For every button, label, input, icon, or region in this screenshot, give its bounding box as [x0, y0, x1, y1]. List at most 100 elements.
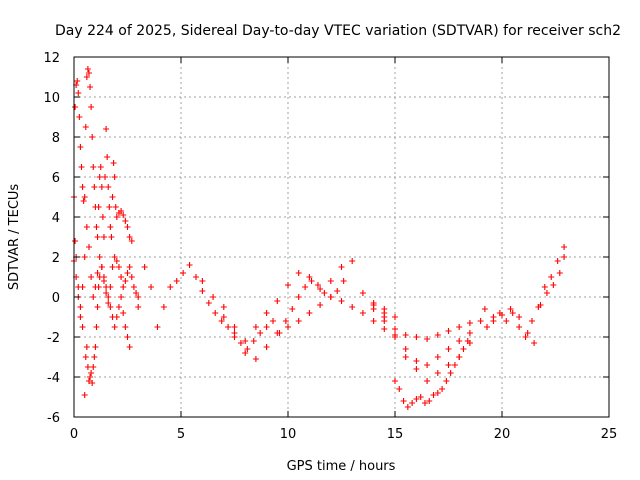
data-point — [295, 318, 302, 324]
data-point — [402, 332, 409, 338]
data-point — [349, 304, 356, 310]
x-tick-label: 15 — [387, 427, 404, 442]
data-point — [105, 184, 112, 190]
y-tick-label: -6 — [47, 411, 60, 426]
data-point — [404, 404, 411, 410]
series-early-high-spikes — [71, 66, 135, 244]
data-point — [122, 324, 129, 330]
data-point — [88, 104, 95, 110]
data-point — [79, 284, 86, 290]
data-point — [349, 258, 356, 264]
data-point — [124, 270, 131, 276]
x-tick-label: 10 — [280, 427, 297, 442]
data-point — [81, 194, 88, 200]
data-point — [252, 324, 259, 330]
data-point — [447, 370, 454, 376]
x-tick-label: 0 — [70, 427, 78, 442]
data-point — [113, 214, 120, 220]
data-point — [289, 306, 296, 312]
data-point — [180, 270, 187, 276]
data-point — [225, 324, 232, 330]
y-tick-label: 6 — [52, 171, 60, 186]
data-point — [105, 300, 112, 306]
series-midday-band — [135, 262, 347, 352]
data-point — [91, 354, 98, 360]
data-point — [154, 324, 161, 330]
y-tick-label: 8 — [52, 131, 60, 146]
data-point — [96, 254, 103, 260]
plot-frame — [73, 56, 610, 418]
data-point — [83, 344, 90, 350]
data-point — [133, 290, 140, 296]
data-point — [111, 254, 118, 260]
data-point — [464, 338, 471, 344]
data-point — [79, 324, 86, 330]
data-point — [98, 264, 105, 270]
data-point — [88, 370, 95, 376]
data-point — [430, 392, 437, 398]
y-tick-label: -4 — [47, 371, 60, 386]
data-point — [537, 302, 544, 308]
data-point — [74, 78, 81, 84]
data-point — [80, 198, 87, 204]
series-afternoon-track-a — [370, 302, 473, 342]
data-point — [445, 346, 452, 352]
series-afternoon-deep-dip — [392, 338, 471, 410]
data-point — [257, 330, 264, 336]
data-point — [321, 290, 328, 296]
data-point — [92, 284, 99, 290]
data-point — [554, 258, 561, 264]
data-point — [85, 244, 92, 250]
data-point — [263, 310, 270, 316]
data-point — [274, 330, 281, 336]
data-point — [308, 278, 315, 284]
data-point — [295, 294, 302, 300]
data-point — [524, 330, 531, 336]
data-point — [112, 204, 119, 210]
data-point — [90, 364, 97, 370]
data-point — [113, 314, 120, 320]
data-point — [106, 204, 113, 210]
data-point — [120, 212, 127, 218]
data-point — [85, 378, 92, 384]
data-point — [445, 362, 452, 368]
data-point — [100, 234, 107, 240]
data-point — [212, 310, 219, 316]
data-point — [84, 364, 91, 370]
data-point — [83, 74, 90, 80]
data-point — [87, 374, 94, 380]
data-point — [327, 278, 334, 284]
data-point — [413, 396, 420, 402]
data-point — [109, 194, 116, 200]
data-point — [481, 306, 488, 312]
data-point — [460, 346, 467, 352]
data-point — [548, 274, 555, 280]
data-point — [456, 324, 463, 330]
data-point — [167, 284, 174, 290]
y-tick-label: 4 — [52, 211, 60, 226]
data-point — [306, 310, 313, 316]
data-point — [81, 254, 88, 260]
data-point — [89, 380, 96, 386]
data-point — [93, 324, 100, 330]
y-tick-label: 2 — [52, 251, 60, 266]
data-point — [90, 164, 97, 170]
data-point — [102, 174, 109, 180]
data-point — [192, 274, 199, 280]
data-point — [421, 400, 428, 406]
data-point — [111, 324, 118, 330]
data-point — [250, 338, 257, 344]
data-point — [543, 290, 550, 296]
data-point — [306, 274, 313, 280]
data-point — [338, 264, 345, 270]
data-point — [392, 326, 398, 332]
data-point — [477, 318, 484, 324]
data-point — [126, 264, 133, 270]
data-point — [95, 204, 102, 210]
data-point — [285, 282, 291, 288]
data-point — [210, 294, 217, 300]
data-point — [94, 234, 101, 240]
data-point — [173, 278, 180, 284]
data-point — [424, 336, 431, 342]
data-point — [87, 84, 94, 90]
